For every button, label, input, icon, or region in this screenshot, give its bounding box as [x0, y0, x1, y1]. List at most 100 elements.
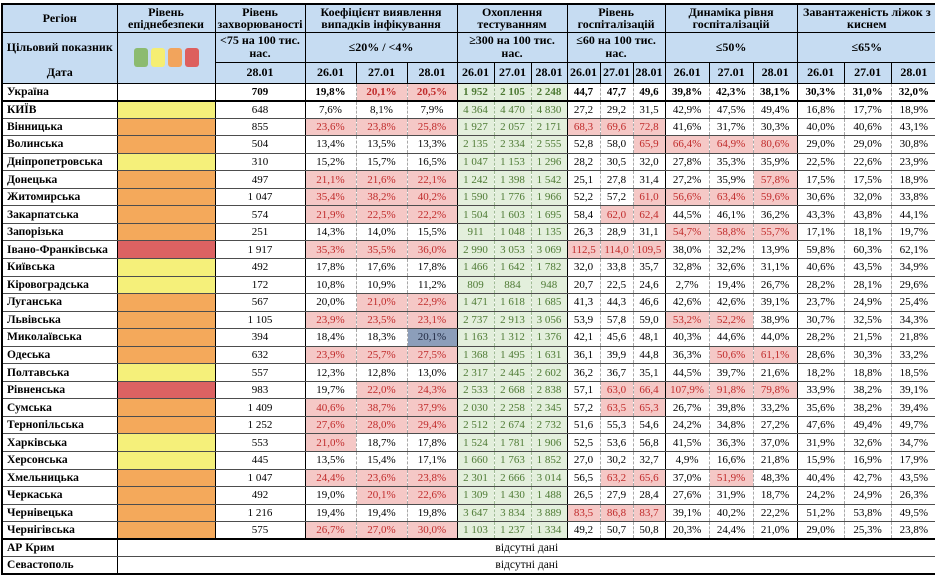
- hosp-cell[interactable]: 27,9: [600, 486, 634, 505]
- dyn-cell[interactable]: 42,6%: [664, 293, 710, 312]
- incidence-cell[interactable]: 310: [215, 153, 306, 172]
- oxygen-cell[interactable]: 16,9%: [844, 451, 892, 470]
- oxygen-cell[interactable]: 29,0%: [796, 521, 845, 541]
- incidence-cell[interactable]: 1 216: [215, 504, 306, 523]
- dyn-cell[interactable]: 39,1%: [753, 293, 798, 312]
- hosp-cell[interactable]: 65,3: [633, 398, 666, 417]
- coef-cell[interactable]: 10,8%: [304, 276, 357, 295]
- testing-cell[interactable]: 1 776: [494, 188, 532, 207]
- oxygen-cell[interactable]: 40,6%: [844, 118, 892, 137]
- hosp-cell[interactable]: 20,7: [566, 276, 601, 295]
- no-data-cell[interactable]: відсутні дані: [117, 556, 935, 575]
- coef-cell[interactable]: 13,3%: [407, 135, 458, 154]
- testing-cell[interactable]: 3 889: [531, 504, 568, 523]
- oxygen-cell[interactable]: 62,1%: [891, 240, 935, 259]
- testing-cell[interactable]: 2 334: [494, 135, 532, 154]
- incidence-cell[interactable]: 557: [215, 363, 306, 382]
- oxygen-cell[interactable]: 43,5%: [844, 258, 892, 277]
- oxygen-cell[interactable]: 47,6%: [796, 416, 845, 435]
- hosp-cell[interactable]: 57,1: [566, 381, 601, 400]
- coef-cell[interactable]: 35,3%: [304, 240, 357, 259]
- dyn-cell[interactable]: 39,8%: [664, 83, 710, 102]
- coef-cell[interactable]: 23,1%: [407, 311, 458, 330]
- oxygen-cell[interactable]: 49,4%: [844, 416, 892, 435]
- danger-cell[interactable]: [117, 223, 216, 242]
- testing-cell[interactable]: 2 248: [531, 83, 568, 102]
- dyn-cell[interactable]: 31,1%: [753, 258, 798, 277]
- region-cell[interactable]: Кіровоградська: [2, 276, 118, 295]
- hosp-cell[interactable]: 29,2: [600, 100, 634, 119]
- testing-cell[interactable]: 2 135: [456, 135, 495, 154]
- danger-cell[interactable]: [117, 240, 216, 259]
- hosp-cell[interactable]: 65,9: [633, 135, 666, 154]
- oxygen-cell[interactable]: 59,8%: [796, 240, 845, 259]
- coef-cell[interactable]: 18,4%: [304, 328, 357, 347]
- no-data-cell[interactable]: відсутні дані: [117, 539, 935, 558]
- hosp-cell[interactable]: 83,5: [566, 504, 601, 523]
- oxygen-cell[interactable]: 34,3%: [891, 311, 935, 330]
- coef-cell[interactable]: 21,0%: [356, 293, 408, 312]
- coef-cell[interactable]: 20,1%: [407, 328, 458, 347]
- testing-cell[interactable]: 2 258: [494, 398, 532, 417]
- oxygen-cell[interactable]: 18,9%: [891, 170, 935, 189]
- coef-cell[interactable]: 20,1%: [356, 83, 408, 102]
- hosp-cell[interactable]: 58,0: [600, 135, 634, 154]
- dyn-cell[interactable]: 35,9%: [753, 153, 798, 172]
- oxygen-cell[interactable]: 23,7%: [796, 293, 845, 312]
- incidence-cell[interactable]: 1 105: [215, 311, 306, 330]
- oxygen-cell[interactable]: 32,5%: [844, 311, 892, 330]
- hosp-cell[interactable]: 32,0: [566, 258, 601, 277]
- testing-cell[interactable]: 1 952: [456, 83, 495, 102]
- testing-cell[interactable]: 1 906: [531, 433, 568, 452]
- hosp-cell[interactable]: 28,2: [566, 153, 601, 172]
- danger-cell[interactable]: [117, 451, 216, 470]
- coef-cell[interactable]: 13,5%: [304, 451, 357, 470]
- region-cell[interactable]: Одеська: [2, 346, 118, 365]
- oxygen-cell[interactable]: 24,2%: [796, 486, 845, 505]
- coef-cell[interactable]: 22,5%: [356, 205, 408, 224]
- dyn-cell[interactable]: 44,0%: [753, 328, 798, 347]
- hosp-cell[interactable]: 47,7: [600, 83, 634, 102]
- testing-cell[interactable]: 3 056: [531, 311, 568, 330]
- dyn-cell[interactable]: 32,6%: [709, 258, 754, 277]
- hosp-cell[interactable]: 63,5: [600, 398, 634, 417]
- testing-cell[interactable]: 1 309: [456, 486, 495, 505]
- hosp-cell[interactable]: 114,0: [600, 240, 634, 259]
- coef-cell[interactable]: 12,8%: [356, 363, 408, 382]
- danger-cell[interactable]: [117, 416, 216, 435]
- testing-cell[interactable]: 1 103: [456, 521, 495, 541]
- danger-cell[interactable]: [117, 188, 216, 207]
- dyn-cell[interactable]: 2,7%: [664, 276, 710, 295]
- hosp-cell[interactable]: 56,8: [633, 433, 666, 452]
- coef-cell[interactable]: 30,0%: [407, 521, 458, 541]
- hosp-cell[interactable]: 28,4: [633, 486, 666, 505]
- dyn-cell[interactable]: 38,0%: [664, 240, 710, 259]
- danger-cell[interactable]: [117, 153, 216, 172]
- incidence-cell[interactable]: 492: [215, 258, 306, 277]
- oxygen-cell[interactable]: 28,6%: [796, 346, 845, 365]
- incidence-cell[interactable]: 492: [215, 486, 306, 505]
- hosp-cell[interactable]: 66,4: [633, 381, 666, 400]
- hosp-cell[interactable]: 35,1: [633, 363, 666, 382]
- oxygen-cell[interactable]: 30,7%: [796, 311, 845, 330]
- dyn-cell[interactable]: 16,6%: [709, 451, 754, 470]
- oxygen-cell[interactable]: 17,7%: [844, 100, 892, 119]
- coef-cell[interactable]: 28,0%: [356, 416, 408, 435]
- oxygen-cell[interactable]: 28,2%: [796, 328, 845, 347]
- oxygen-cell[interactable]: 29,0%: [844, 135, 892, 154]
- hosp-cell[interactable]: 27,0: [566, 451, 601, 470]
- hosp-cell[interactable]: 58,4: [566, 205, 601, 224]
- dyn-cell[interactable]: 42,6%: [709, 293, 754, 312]
- testing-cell[interactable]: 1 471: [456, 293, 495, 312]
- oxygen-cell[interactable]: 53,8%: [844, 504, 892, 523]
- dyn-cell[interactable]: 52,2%: [709, 311, 754, 330]
- testing-cell[interactable]: 2 512: [456, 416, 495, 435]
- oxygen-cell[interactable]: 21,8%: [891, 328, 935, 347]
- coef-cell[interactable]: 14,3%: [304, 223, 357, 242]
- coef-cell[interactable]: 15,2%: [304, 153, 357, 172]
- hosp-cell[interactable]: 68,3: [566, 118, 601, 137]
- coef-cell[interactable]: 21,9%: [304, 205, 357, 224]
- hosp-cell[interactable]: 49,6: [633, 83, 666, 102]
- coef-cell[interactable]: 17,8%: [407, 258, 458, 277]
- dyn-cell[interactable]: 34,8%: [709, 416, 754, 435]
